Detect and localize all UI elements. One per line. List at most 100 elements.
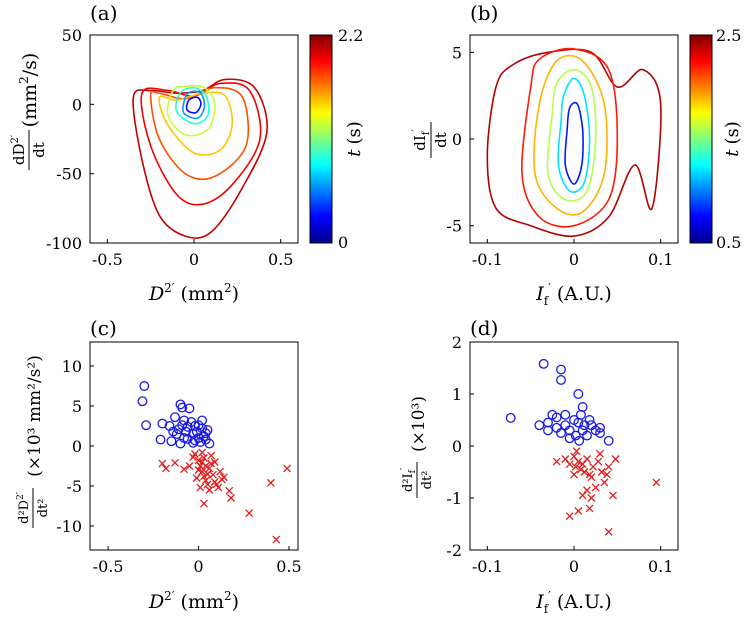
x-tick-label-c-0: -0.5: [93, 557, 124, 576]
point-circle-c-35: [189, 435, 200, 446]
point-cross-d-20: [611, 455, 620, 463]
point-cross-d-9: [583, 455, 591, 463]
point-circle-d-24: [603, 435, 614, 446]
y-label-num-b: dIf′: [411, 129, 432, 151]
point-cross-d-30: [570, 470, 578, 479]
y-label-sub-d: f: [408, 469, 418, 473]
y-tick-label-c-2: 0: [72, 437, 82, 456]
point-cross-c-21: [214, 483, 223, 492]
point-circle-c-8: [177, 402, 188, 413]
y-tick-label-d-2: 0: [452, 437, 462, 456]
point-cross-c-30: [225, 486, 234, 495]
point-circle-d-2: [556, 364, 566, 375]
y-tick-label-d-1: -1: [446, 489, 462, 508]
colorbar-a: 2.2 0 t (s): [309, 26, 365, 252]
point-circle-d-5: [577, 402, 588, 412]
point-cross-c-15: [199, 454, 208, 462]
trajectory-b-5: [564, 101, 584, 185]
x-tick-label-c-2: 0.5: [276, 557, 301, 576]
y-label-num-d: d²If′: [400, 468, 418, 492]
point-circle-c-2: [141, 420, 152, 431]
x-label-prime-b: ′: [548, 281, 551, 295]
y-tick-label-a-2: 0: [72, 95, 82, 114]
x-label-main-a: D: [148, 283, 164, 305]
point-cross-c-10: [201, 476, 210, 485]
axes-box-d: [469, 341, 679, 551]
y-axis-label-d: d²If′ dt² (×10³): [400, 396, 435, 498]
point-circle-d-8: [551, 412, 562, 423]
panel-label-c: (c): [90, 316, 117, 340]
point-circle-d-26: [564, 433, 575, 444]
point-cross-d-15: [596, 449, 604, 458]
x-tick-label-d-0: -0.1: [472, 557, 503, 576]
colorbar-label-var-a: t: [344, 149, 365, 157]
point-circle-c-4: [155, 434, 166, 445]
y-tick-label-b-2: 5: [452, 43, 462, 62]
x-label-main-d: I: [535, 591, 544, 613]
point-cross-d-13: [591, 483, 600, 492]
y-tick-label-d-4: 2: [452, 333, 462, 352]
point-cross-c-13: [194, 466, 203, 474]
y-label-den-d: dt²: [420, 471, 435, 490]
x-label-unit-b: (A.U.): [557, 283, 612, 305]
x-tick-label-c-1: 0: [193, 557, 203, 576]
trajectory-b-4: [557, 77, 591, 193]
point-circle-c-10: [184, 403, 195, 414]
point-circle-c-32: [182, 433, 193, 444]
y-tick-label-a-3: 50: [62, 26, 82, 45]
y-tick-label-a-0: -100: [46, 234, 82, 253]
colorbar-max-b: 2.5: [716, 26, 741, 45]
point-cross-c-39: [189, 453, 198, 462]
x-tick-label-b-2: 0.1: [648, 250, 673, 269]
plot-area-c: [137, 381, 292, 544]
plot-area-b: [486, 47, 662, 238]
colorbar-max-a: 2.2: [338, 26, 363, 45]
point-circle-c-1: [137, 396, 148, 407]
y-tick-label-c-3: 5: [72, 397, 82, 416]
point-circle-d-3: [556, 375, 566, 385]
point-cross-c-36: [205, 486, 214, 494]
trajectory-a-3: [158, 91, 234, 156]
x-label-unit-d: (A.U.): [557, 591, 612, 613]
y-label-sup-a: 2′: [10, 134, 21, 143]
point-cross-c-0: [158, 459, 167, 468]
point-circle-d-13: [564, 425, 575, 436]
point-circle-c-28: [179, 433, 190, 443]
point-cross-d-11: [587, 473, 596, 482]
point-cross-c-3: [180, 465, 189, 474]
point-cross-d-28: [652, 478, 661, 487]
x-label-unit-a: (mm: [181, 283, 224, 305]
point-circle-c-0: [139, 381, 150, 391]
point-cross-d-5: [574, 457, 583, 466]
y-tick-label-a-1: -50: [56, 165, 82, 184]
point-circle-c-34: [177, 420, 188, 431]
x-ticks-b: -0.1 0 0.1: [472, 239, 673, 269]
point-circle-c-13: [166, 436, 177, 447]
colorbar-min-b: 0.5: [716, 233, 741, 252]
point-circle-d-30: [584, 415, 595, 425]
point-circle-d-20: [582, 430, 592, 441]
y-tick-label-d-0: -2: [446, 541, 462, 560]
point-circle-d-17: [575, 409, 586, 420]
trajectory-a-5: [175, 86, 210, 125]
point-circle-d-1: [538, 358, 549, 369]
point-cross-c-25: [210, 458, 219, 466]
x-axis-label-a: D2′ (mm2): [148, 281, 239, 305]
x-tick-label-a-1: 0: [189, 250, 199, 269]
plot-area-a: [132, 78, 268, 239]
x-label-unit-close-c: ): [232, 591, 239, 613]
point-cross-d-19: [609, 491, 617, 500]
x-tick-label-d-2: 0.1: [648, 557, 673, 576]
point-circle-c-31: [197, 415, 208, 426]
colorbar-label-unit-b: (s): [722, 121, 743, 144]
trajectory-b-2: [533, 54, 608, 216]
point-circle-d-19: [579, 420, 590, 431]
panel-label-b: (b): [470, 1, 498, 25]
y-tick-label-b-1: 0: [452, 130, 462, 149]
x-ticks-c: -0.5 0 0.5: [93, 546, 302, 576]
point-cross-d-4: [571, 462, 580, 471]
plot-area-d: [505, 358, 661, 536]
point-cross-d-18: [604, 462, 613, 471]
y-label-num-c: d²D2′: [16, 492, 32, 524]
